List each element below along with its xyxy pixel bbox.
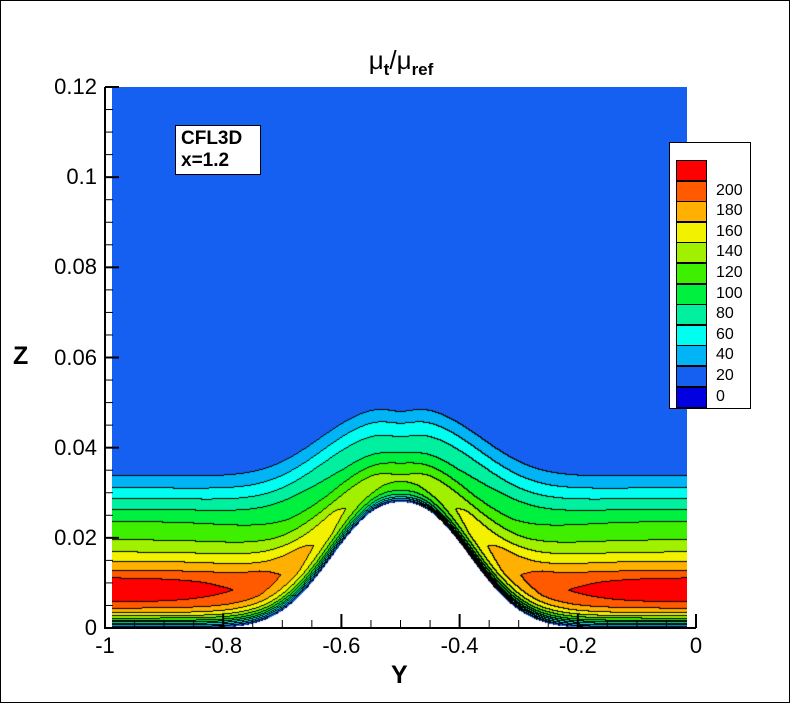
legend-label: 200 — [716, 181, 743, 199]
legend-swatch — [676, 324, 707, 346]
legend-label: 80 — [716, 305, 734, 323]
legend-swatch — [676, 242, 707, 264]
y-tick-label: 0.02 — [54, 524, 97, 550]
x-tick-label: -1 — [95, 633, 115, 658]
y-tick-label: 0.08 — [54, 254, 97, 280]
x-axis-title: Y — [391, 661, 408, 689]
legend-label: 60 — [716, 325, 734, 343]
y-axis-title: Z — [13, 342, 29, 370]
legend-label: 40 — [716, 346, 734, 364]
legend-swatch — [676, 345, 707, 367]
chart-title: μt/μref — [368, 45, 434, 79]
legend-swatch — [676, 283, 707, 305]
legend-label: 20 — [716, 367, 734, 384]
legend-label: 140 — [716, 243, 743, 261]
legend-swatch — [676, 366, 707, 387]
legend-label: 180 — [716, 202, 743, 220]
contour-field — [112, 87, 687, 628]
legend-swatch — [676, 304, 707, 326]
y-tick-label: 0 — [84, 615, 97, 640]
annotation-line: CFL3D — [181, 128, 243, 149]
annotation-box: CFL3D x=1.2 — [175, 125, 261, 175]
legend-swatch — [676, 201, 707, 223]
legend-label: 0 — [716, 387, 725, 405]
y-tick-label: 0.06 — [54, 344, 97, 370]
annotation-line: x=1.2 — [181, 150, 230, 171]
legend-label: 160 — [716, 222, 743, 240]
legend-swatch — [676, 263, 707, 284]
legend-label: 100 — [716, 284, 743, 302]
y-tick-label: 0.04 — [54, 434, 97, 460]
legend-swatch — [676, 386, 707, 408]
legend-swatch — [676, 221, 707, 243]
legend-swatch — [676, 160, 707, 181]
x-tick-label: 0 — [689, 633, 703, 658]
x-tick-label: -0.2 — [558, 633, 597, 658]
y-tick-label: 0.12 — [54, 74, 97, 99]
y-tick-label: 0.1 — [66, 164, 97, 190]
color-legend: 200 180 160 140 120 100 80 60 40 20 0 — [669, 142, 751, 409]
x-tick-label: -0.4 — [440, 633, 479, 658]
legend-label: 120 — [716, 264, 743, 281]
legend-swatch — [676, 180, 707, 202]
x-tick-label: -0.8 — [204, 633, 243, 658]
x-tick-label: -0.6 — [322, 633, 361, 658]
